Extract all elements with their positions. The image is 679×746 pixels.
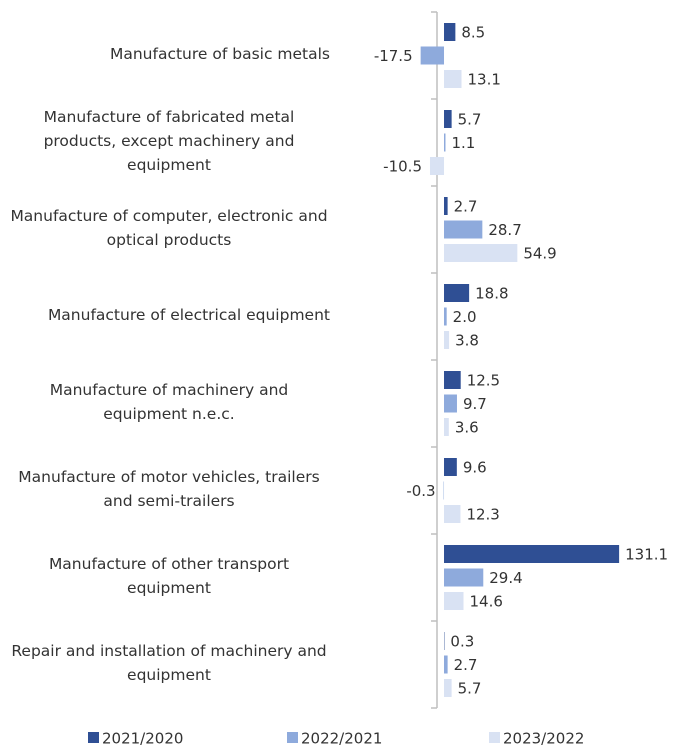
value-label: 3.6 xyxy=(455,419,479,437)
value-label: -10.5 xyxy=(383,158,422,176)
category-text: Manufacture of other transport equipment xyxy=(48,554,290,597)
bar xyxy=(444,133,446,152)
bar xyxy=(444,545,620,563)
bar xyxy=(444,331,450,349)
bar xyxy=(420,46,445,65)
bar xyxy=(429,157,445,175)
value-label: -0.3 xyxy=(406,482,435,500)
bar xyxy=(444,70,462,88)
category-text: Manufacture of machinery and equipment n… xyxy=(49,380,289,423)
value-label: 18.8 xyxy=(475,285,508,303)
value-label: 54.9 xyxy=(523,245,556,263)
category-text: Manufacture of fabricated metal products… xyxy=(43,107,295,174)
category-text: Manufacture of electrical equipment xyxy=(47,305,330,324)
bar xyxy=(444,220,483,239)
bar xyxy=(444,110,452,128)
value-label: 14.6 xyxy=(470,593,503,611)
bar xyxy=(444,197,448,215)
bar xyxy=(444,679,452,697)
value-label: 3.8 xyxy=(455,332,479,350)
legend-swatch xyxy=(489,732,500,743)
category-label: Manufacture of motor vehicles, trailers … xyxy=(0,465,330,513)
value-label: 12.3 xyxy=(466,506,499,524)
value-label: -17.5 xyxy=(374,47,413,65)
category-label: Manufacture of electrical equipment xyxy=(0,303,330,327)
value-label: 8.5 xyxy=(461,24,485,42)
category-text: Manufacture of motor vehicles, trailers … xyxy=(18,467,320,510)
category-label: Manufacture of machinery and equipment n… xyxy=(0,378,330,426)
bar xyxy=(444,418,449,436)
value-label: 12.5 xyxy=(467,372,500,390)
value-label: 0.3 xyxy=(450,633,474,651)
value-label: 5.7 xyxy=(458,111,482,129)
legend-label: 2023/2022 xyxy=(503,730,584,746)
bar xyxy=(444,244,518,262)
value-label: 2.7 xyxy=(454,198,478,216)
category-text: Repair and installation of machinery and… xyxy=(11,641,327,684)
bar xyxy=(444,655,448,674)
category-label: Manufacture of fabricated metal products… xyxy=(0,105,330,177)
value-label: 29.4 xyxy=(489,569,522,587)
value-label: 9.7 xyxy=(463,395,487,413)
category-label: Manufacture of basic metals xyxy=(0,42,330,66)
bar xyxy=(444,568,484,587)
value-label: 28.7 xyxy=(488,221,521,239)
category-label: Repair and installation of machinery and… xyxy=(0,639,330,687)
value-label: 13.1 xyxy=(468,71,501,89)
bar xyxy=(444,23,456,41)
bar xyxy=(444,458,457,476)
legend-swatch xyxy=(287,732,298,743)
value-label: 5.7 xyxy=(458,680,482,698)
bar xyxy=(444,592,464,610)
category-label: Manufacture of other transport equipment xyxy=(0,552,330,600)
bar xyxy=(444,307,447,326)
value-label: 2.7 xyxy=(454,656,478,674)
legend-label: 2021/2020 xyxy=(102,730,183,746)
category-label: Manufacture of computer, electronic and … xyxy=(0,204,330,252)
value-label: 2.0 xyxy=(453,308,477,326)
category-text: Manufacture of computer, electronic and … xyxy=(10,206,328,249)
value-label: 9.6 xyxy=(463,459,487,477)
bar xyxy=(444,394,457,413)
category-text: Manufacture of basic metals xyxy=(109,44,330,63)
value-label: 131.1 xyxy=(625,546,668,564)
legend-swatch xyxy=(88,732,99,743)
bar xyxy=(444,505,461,523)
value-label: 1.1 xyxy=(451,134,475,152)
bar xyxy=(444,371,461,389)
bar xyxy=(444,284,470,302)
legend-label: 2022/2021 xyxy=(301,730,382,746)
